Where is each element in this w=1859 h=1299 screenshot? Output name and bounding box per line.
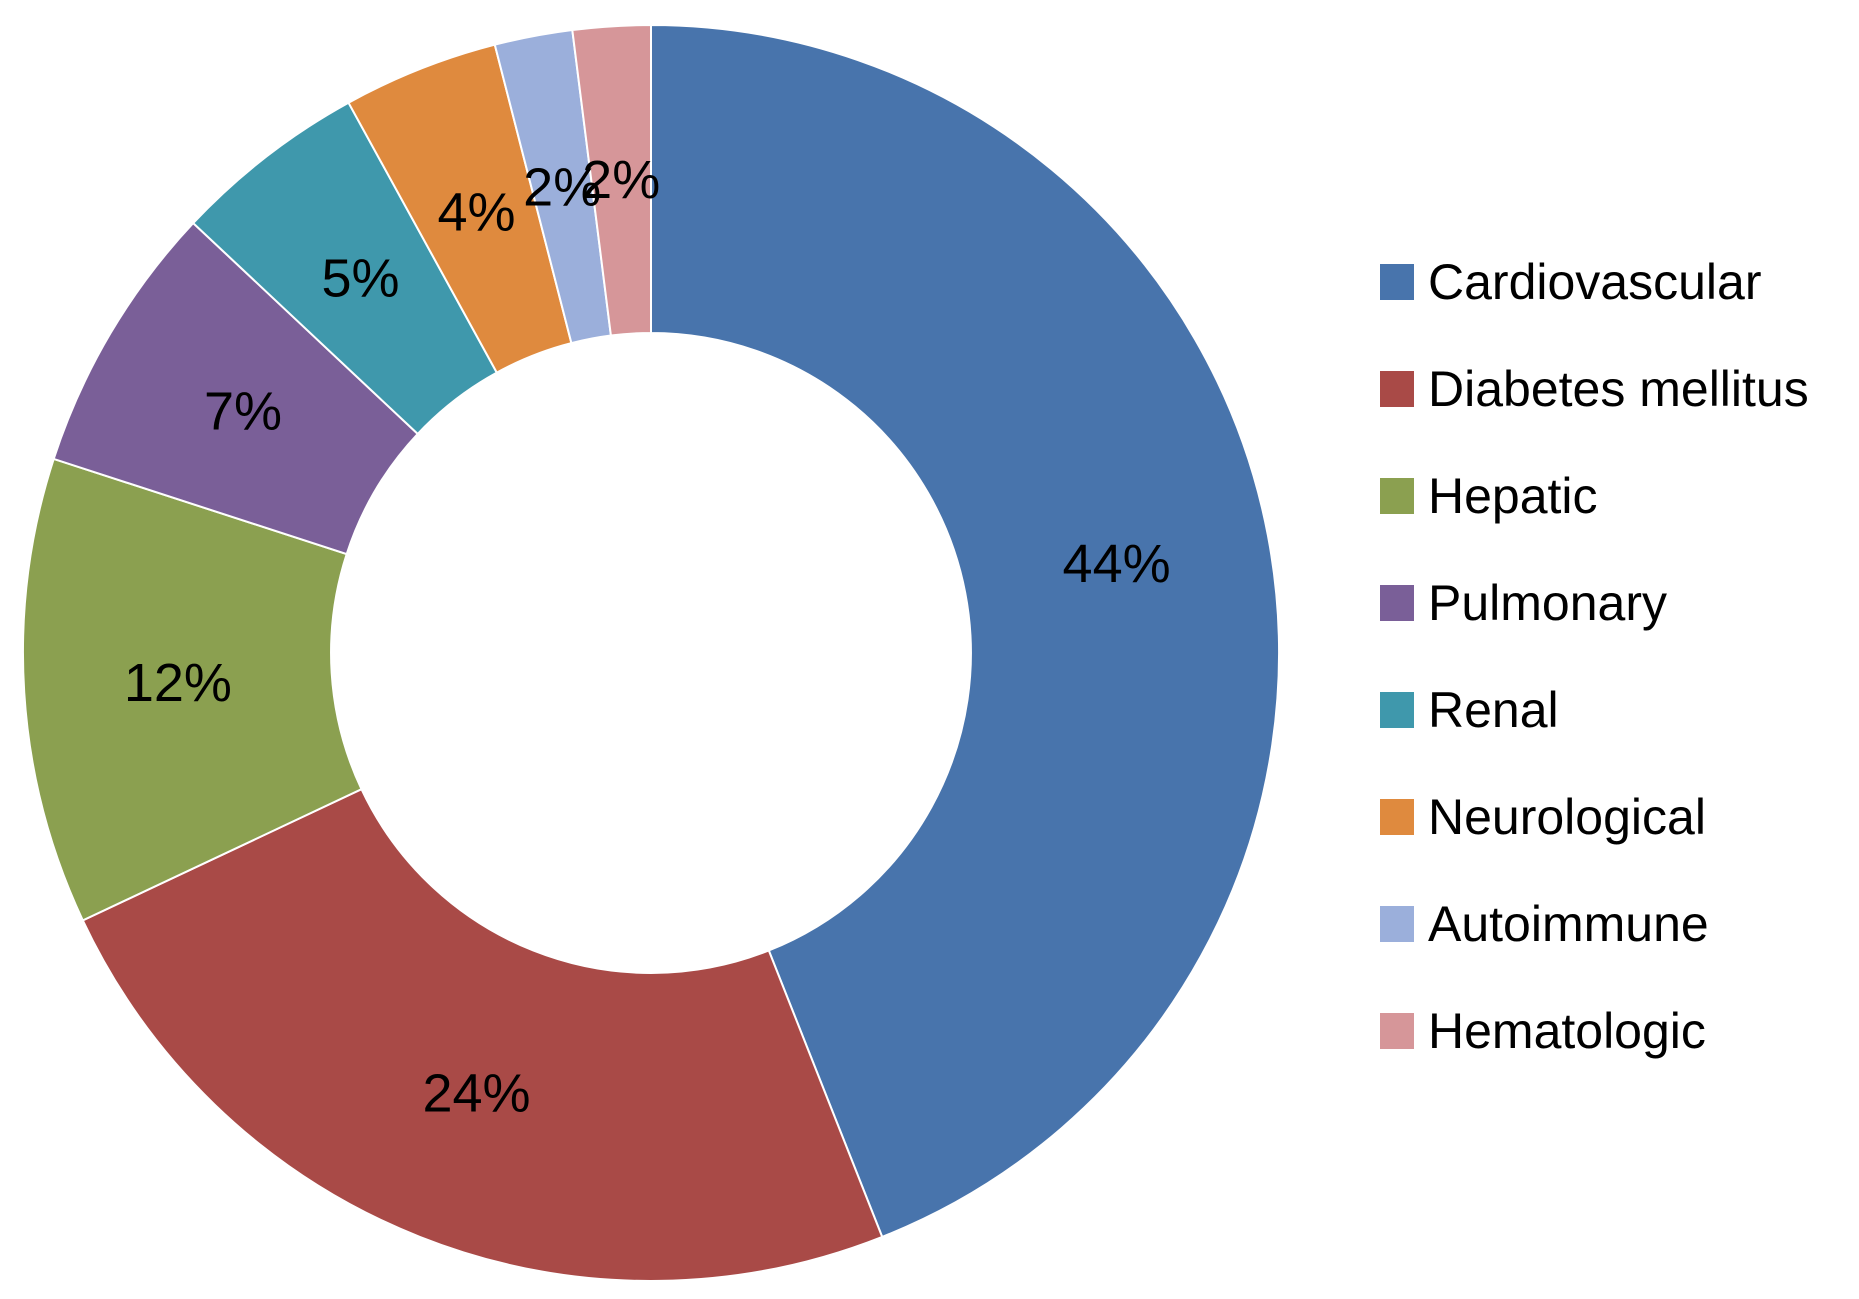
legend-swatch-diabetes-mellitus <box>1380 370 1414 407</box>
slice-cardiovascular <box>650 23 1280 1239</box>
data-label-diabetes-mellitus: 24% <box>422 1064 530 1124</box>
legend-swatch-hematologic <box>1380 1012 1414 1049</box>
legend-item-neurological: Neurological <box>1380 763 1809 870</box>
legend-label-autoimmune: Autoimmune <box>1428 895 1709 952</box>
legend-item-hematologic: Hematologic <box>1380 977 1809 1084</box>
legend-item-pulmonary: Pulmonary <box>1380 549 1809 656</box>
legend-label-pulmonary: Pulmonary <box>1428 574 1667 631</box>
legend-swatch-neurological <box>1380 798 1414 835</box>
legend-label-hematologic: Hematologic <box>1428 1002 1706 1059</box>
legend-swatch-autoimmune <box>1380 905 1414 942</box>
slices <box>22 23 1280 1282</box>
data-label-hepatic: 12% <box>124 653 232 713</box>
data-label-renal: 5% <box>321 249 399 309</box>
slice-hematologic <box>571 23 652 337</box>
slice-hepatic <box>22 457 363 922</box>
data-label-neurological: 4% <box>437 182 515 242</box>
legend-swatch-cardiovascular <box>1380 263 1414 300</box>
legend-swatch-pulmonary <box>1380 584 1414 621</box>
legend-item-renal: Renal <box>1380 656 1809 763</box>
legend-label-hepatic: Hepatic <box>1428 467 1598 524</box>
data-label-cardiovascular: 44% <box>1063 534 1171 594</box>
legend-swatch-hepatic <box>1380 477 1414 514</box>
legend-label-neurological: Neurological <box>1428 788 1706 845</box>
legend-item-autoimmune: Autoimmune <box>1380 870 1809 977</box>
legend-swatch-renal <box>1380 691 1414 728</box>
legend-item-cardiovascular: Cardiovascular <box>1380 228 1809 335</box>
data-label-autoimmune: 2% <box>523 157 601 217</box>
slice-diabetes-mellitus <box>81 787 884 1282</box>
legend-label-diabetes-mellitus: Diabetes mellitus <box>1428 360 1809 417</box>
data-label-pulmonary: 7% <box>204 382 282 442</box>
legend: Cardiovascular Diabetes mellitus Hepatic Pu… <box>1380 228 1809 1084</box>
legend-label-cardiovascular: Cardiovascular <box>1428 253 1762 310</box>
data-labels: 44%24%12%7%5%4% 2%2% <box>124 150 1171 1124</box>
legend-item-diabetes-mellitus: Diabetes mellitus <box>1380 335 1809 442</box>
data-label-hematologic: 2% <box>582 150 660 210</box>
legend-item-hepatic: Hepatic <box>1380 442 1809 549</box>
legend-label-renal: Renal <box>1428 681 1559 738</box>
